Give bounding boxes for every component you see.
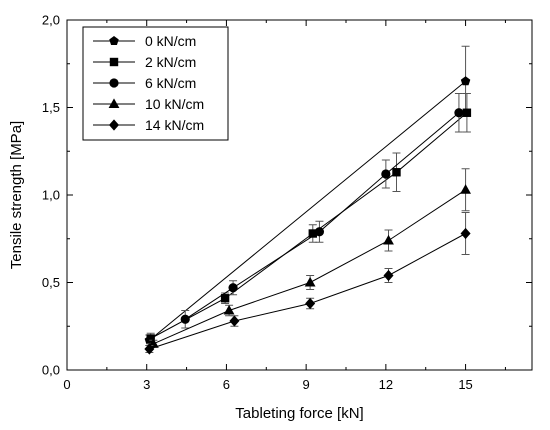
legend-label: 0 kN/cm bbox=[145, 33, 196, 49]
series-layer bbox=[144, 45, 472, 355]
series-line bbox=[153, 189, 466, 345]
series-2-kn-cm bbox=[146, 93, 472, 345]
x-tick-label: 0 bbox=[63, 377, 70, 392]
data-point bbox=[304, 276, 316, 287]
data-point bbox=[454, 108, 464, 118]
legend: 0 kN/cm 2 kN/cm 6 kN/cm 10 kN/cm 14 kN/cm bbox=[82, 26, 229, 141]
data-point bbox=[308, 229, 317, 238]
data-point bbox=[460, 227, 471, 240]
data-point bbox=[223, 304, 235, 315]
y-tick-label: 1,5 bbox=[42, 100, 60, 115]
series-6-kn-cm bbox=[180, 93, 464, 329]
legend-label: 10 kN/cm bbox=[145, 96, 204, 112]
data-point bbox=[144, 343, 155, 355]
data-point bbox=[392, 168, 401, 177]
x-tick-label: 9 bbox=[303, 377, 310, 392]
data-point bbox=[229, 315, 240, 327]
series-line bbox=[149, 233, 466, 350]
y-tick-label: 2,0 bbox=[42, 13, 60, 28]
legend-label: 14 kN/cm bbox=[145, 117, 204, 133]
y-axis-title: Tensile strength [MPa] bbox=[8, 121, 25, 269]
legend-label: 6 kN/cm bbox=[145, 75, 196, 91]
y-tick-label: 0,5 bbox=[42, 275, 60, 290]
x-tick-label: 12 bbox=[379, 377, 393, 392]
data-point bbox=[220, 294, 230, 303]
data-point bbox=[383, 234, 394, 245]
data-point bbox=[305, 297, 316, 310]
legend-label: 2 kN/cm bbox=[145, 54, 196, 70]
legend-marker bbox=[109, 119, 119, 131]
data-point bbox=[314, 227, 325, 237]
data-point bbox=[383, 269, 394, 282]
data-point bbox=[180, 314, 190, 324]
x-tick-label: 3 bbox=[143, 377, 150, 392]
data-point bbox=[381, 169, 391, 179]
legend-marker bbox=[109, 36, 119, 46]
axes-layer: 0 3 6 9 12 15 0,0 0,5 1,0 1,5 2,0 bbox=[42, 13, 533, 392]
x-tick-label: 15 bbox=[458, 377, 472, 392]
y-tick-label: 1,0 bbox=[42, 188, 60, 203]
series-10-kn-cm bbox=[147, 168, 471, 348]
data-point bbox=[460, 184, 471, 194]
series-14-kn-cm bbox=[144, 212, 471, 355]
data-point bbox=[462, 108, 472, 117]
data-point bbox=[460, 76, 471, 86]
data-point bbox=[228, 283, 238, 293]
legend-marker bbox=[109, 78, 119, 88]
series-line bbox=[149, 80, 466, 341]
series-line bbox=[184, 112, 460, 320]
legend-marker bbox=[109, 57, 119, 67]
data-point bbox=[146, 334, 155, 343]
y-tick-label: 0,0 bbox=[42, 363, 60, 378]
legend-marker bbox=[108, 98, 120, 108]
x-axis-title: Tableting force [kN] bbox=[235, 405, 363, 422]
x-tick-label: 6 bbox=[223, 377, 230, 392]
